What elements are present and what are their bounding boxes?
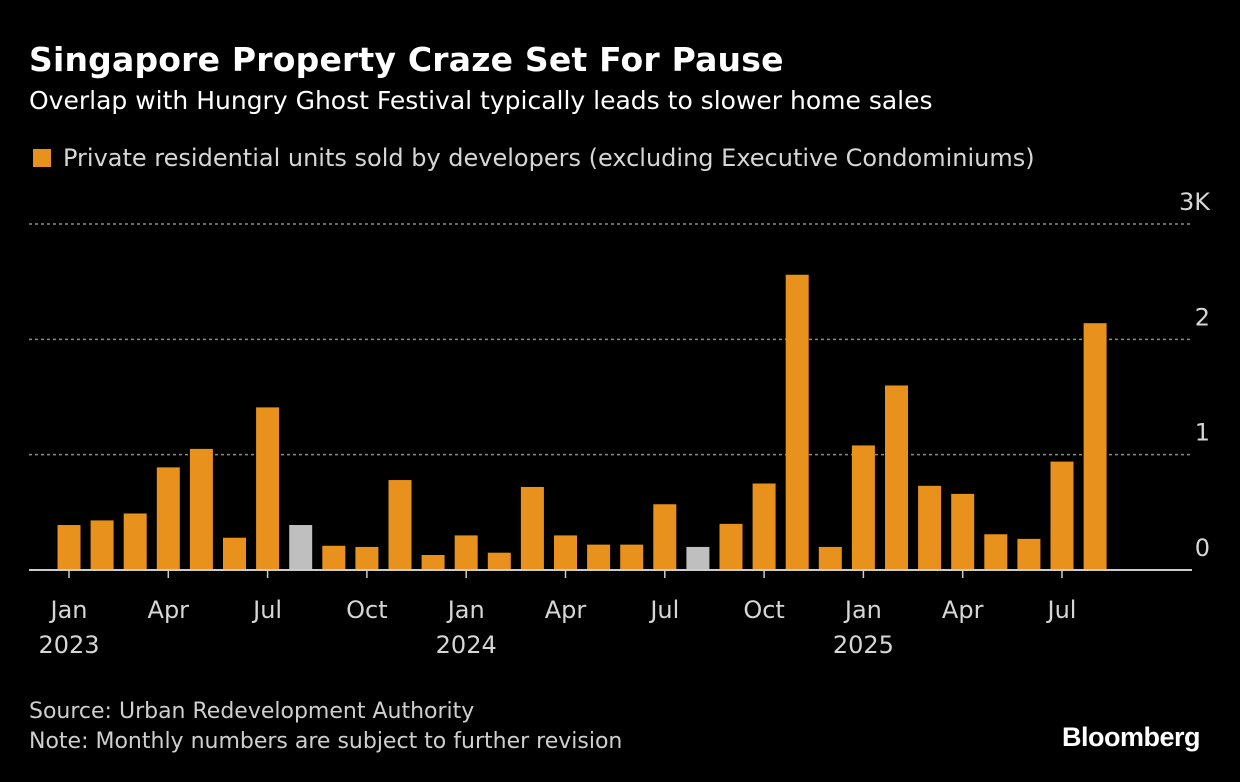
bar [256, 407, 280, 570]
bar [818, 546, 842, 570]
bar [421, 555, 445, 570]
bar [90, 520, 114, 570]
bar [289, 525, 313, 570]
x-tick-label: Jul [251, 596, 282, 624]
bar [851, 445, 875, 570]
x-tick-label: Jan [446, 596, 485, 624]
chart-subtitle: Overlap with Hungry Ghost Festival typic… [29, 86, 933, 115]
bar [322, 545, 346, 570]
bar [123, 513, 147, 570]
bloomberg-logo: Bloomberg [1061, 722, 1201, 752]
y-tick-label: 0 [1195, 534, 1210, 562]
x-tick-label: Apr [545, 596, 587, 624]
bar [1017, 538, 1041, 570]
bar [653, 504, 677, 570]
source-note: Source: Urban Redevelopment Authority [29, 699, 475, 724]
legend: Private residential units sold by develo… [33, 144, 1035, 172]
bar [520, 486, 544, 570]
x-tick-label: Apr [148, 596, 190, 624]
bar [554, 535, 577, 570]
bar [620, 544, 644, 570]
x-tick-label: Jan [843, 596, 882, 624]
x-year-label: 2025 [833, 631, 894, 659]
bar [388, 480, 412, 570]
bar [156, 467, 180, 570]
bar [951, 493, 975, 570]
y-tick-label: 2 [1195, 303, 1210, 331]
bar [752, 483, 776, 570]
y-tick-label: 1 [1195, 419, 1210, 447]
x-tick-label: Apr [942, 596, 984, 624]
legend-label: Private residential units sold by develo… [63, 144, 1035, 172]
x-tick-label: Jul [1046, 596, 1077, 624]
legend-swatch [33, 149, 51, 167]
bar [189, 448, 213, 570]
bar-chart: 0 1 2 3K Jan 2023 Apr Jul Oct Jan 2024 Apr Jul Oct Jan… [29, 188, 1211, 659]
y-tick-label: 3K [1179, 188, 1211, 216]
bar [918, 485, 942, 570]
bar [223, 537, 246, 570]
bar [686, 546, 710, 570]
bar [785, 274, 809, 570]
bar [984, 534, 1008, 570]
bar [719, 523, 743, 570]
bar [885, 385, 908, 570]
x-tick-label: Jan [49, 596, 88, 624]
bar [587, 544, 611, 570]
bar [1050, 461, 1074, 570]
bar [487, 552, 511, 570]
x-tick-label: Oct [346, 596, 388, 624]
chart-title: Singapore Property Craze Set For Pause [29, 40, 784, 79]
x-tick-label: Jul [648, 596, 679, 624]
bar [57, 525, 81, 570]
bar [454, 535, 478, 570]
bar [1083, 323, 1107, 570]
x-year-label: 2023 [38, 631, 99, 659]
revision-note: Note: Monthly numbers are subject to fur… [29, 729, 623, 754]
x-tick-label: Oct [743, 596, 785, 624]
x-year-label: 2024 [436, 631, 497, 659]
bar [355, 546, 379, 570]
